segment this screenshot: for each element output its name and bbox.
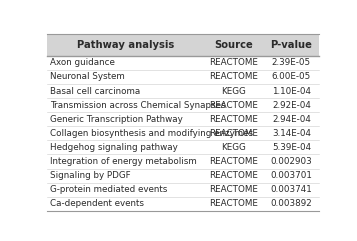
Bar <box>47 34 318 56</box>
Text: 3.14E-04: 3.14E-04 <box>272 129 311 138</box>
Bar <box>47 70 318 84</box>
Text: KEGG: KEGG <box>221 143 246 152</box>
Text: REACTOME: REACTOME <box>209 58 258 67</box>
Text: REACTOME: REACTOME <box>209 171 258 180</box>
Text: REACTOME: REACTOME <box>209 129 258 138</box>
Text: Integration of energy metabolism: Integration of energy metabolism <box>50 157 197 166</box>
Text: KEGG: KEGG <box>221 87 246 95</box>
Text: Source: Source <box>215 40 253 50</box>
Text: 2.92E-04: 2.92E-04 <box>272 101 311 110</box>
Text: 6.00E-05: 6.00E-05 <box>272 73 311 81</box>
Text: REACTOME: REACTOME <box>209 101 258 110</box>
Text: Signaling by PDGF: Signaling by PDGF <box>50 171 131 180</box>
Text: Basal cell carcinoma: Basal cell carcinoma <box>50 87 140 95</box>
Bar <box>47 154 318 168</box>
Text: 0.003701: 0.003701 <box>271 171 312 180</box>
Bar <box>47 197 318 211</box>
Bar <box>47 56 318 70</box>
Bar <box>47 126 318 140</box>
Text: 2.94E-04: 2.94E-04 <box>272 115 311 124</box>
Text: REACTOME: REACTOME <box>209 157 258 166</box>
Text: Neuronal System: Neuronal System <box>50 73 125 81</box>
Bar <box>47 183 318 197</box>
Text: REACTOME: REACTOME <box>209 199 258 208</box>
Text: REACTOME: REACTOME <box>209 73 258 81</box>
Text: Ca-dependent events: Ca-dependent events <box>50 199 144 208</box>
Bar <box>47 112 318 126</box>
Text: P-value: P-value <box>271 40 312 50</box>
Text: 1.10E-04: 1.10E-04 <box>272 87 311 95</box>
Text: 5.39E-04: 5.39E-04 <box>272 143 311 152</box>
Text: G-protein mediated events: G-protein mediated events <box>50 185 167 194</box>
Bar <box>47 84 318 98</box>
Text: 0.003892: 0.003892 <box>271 199 312 208</box>
Text: 0.003741: 0.003741 <box>271 185 312 194</box>
Bar <box>47 140 318 154</box>
Text: REACTOME: REACTOME <box>209 185 258 194</box>
Text: Axon guidance: Axon guidance <box>50 58 115 67</box>
Bar <box>47 168 318 183</box>
Text: Collagen biosynthesis and modifying enzymes: Collagen biosynthesis and modifying enzy… <box>50 129 253 138</box>
Text: Transmission across Chemical Synapses: Transmission across Chemical Synapses <box>50 101 226 110</box>
Text: REACTOME: REACTOME <box>209 115 258 124</box>
Text: 2.39E-05: 2.39E-05 <box>272 58 311 67</box>
Text: Generic Transcription Pathway: Generic Transcription Pathway <box>50 115 183 124</box>
Text: Pathway analysis: Pathway analysis <box>77 40 174 50</box>
Text: Hedgehog signaling pathway: Hedgehog signaling pathway <box>50 143 178 152</box>
Text: 0.002903: 0.002903 <box>271 157 312 166</box>
Bar <box>47 98 318 112</box>
